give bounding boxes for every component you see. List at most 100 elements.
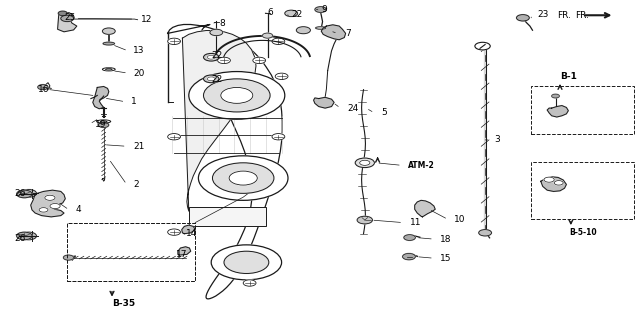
- Polygon shape: [321, 25, 346, 40]
- Circle shape: [272, 134, 285, 140]
- Polygon shape: [31, 190, 65, 217]
- Text: 6: 6: [268, 8, 273, 17]
- Text: 25: 25: [64, 13, 76, 22]
- Text: B-1: B-1: [560, 72, 577, 81]
- Circle shape: [50, 204, 60, 209]
- Text: 3: 3: [494, 135, 500, 144]
- Ellipse shape: [316, 27, 326, 29]
- Ellipse shape: [100, 121, 107, 122]
- Circle shape: [229, 171, 257, 185]
- Text: 26: 26: [14, 190, 26, 198]
- Text: FR.: FR.: [557, 11, 571, 20]
- Text: 16: 16: [38, 85, 50, 93]
- Circle shape: [315, 7, 326, 12]
- Text: 22: 22: [211, 75, 223, 84]
- Circle shape: [21, 190, 36, 197]
- Bar: [531, 86, 634, 134]
- Circle shape: [285, 10, 298, 17]
- Text: 20: 20: [133, 69, 145, 78]
- Circle shape: [58, 11, 67, 16]
- Circle shape: [360, 160, 370, 165]
- Text: 1: 1: [131, 97, 137, 106]
- Text: 12: 12: [141, 15, 152, 24]
- Polygon shape: [182, 31, 256, 211]
- Circle shape: [296, 27, 310, 34]
- Circle shape: [45, 195, 55, 200]
- Circle shape: [211, 245, 282, 280]
- Circle shape: [479, 230, 492, 236]
- Circle shape: [475, 42, 490, 50]
- Circle shape: [224, 251, 269, 273]
- Text: 14: 14: [186, 229, 197, 238]
- Circle shape: [17, 190, 32, 198]
- Circle shape: [262, 33, 273, 38]
- Circle shape: [516, 15, 529, 21]
- Circle shape: [210, 29, 223, 36]
- Text: 19: 19: [95, 120, 106, 128]
- Circle shape: [207, 55, 215, 59]
- Circle shape: [204, 75, 219, 83]
- Circle shape: [207, 77, 215, 81]
- Polygon shape: [314, 97, 334, 108]
- Text: FR.: FR.: [575, 11, 589, 20]
- Circle shape: [198, 156, 288, 200]
- Text: 4: 4: [76, 205, 81, 214]
- Text: 11: 11: [410, 218, 421, 227]
- Ellipse shape: [103, 42, 115, 45]
- Text: B-35: B-35: [112, 299, 135, 308]
- Circle shape: [357, 216, 372, 224]
- Circle shape: [17, 232, 32, 240]
- Circle shape: [21, 232, 36, 240]
- Circle shape: [189, 72, 285, 119]
- Circle shape: [355, 158, 374, 168]
- Circle shape: [38, 85, 48, 90]
- Circle shape: [253, 57, 266, 64]
- Text: 26: 26: [14, 234, 26, 243]
- Polygon shape: [93, 86, 109, 109]
- Circle shape: [204, 53, 219, 61]
- Text: 24: 24: [347, 104, 358, 113]
- Circle shape: [102, 28, 115, 34]
- Circle shape: [63, 255, 74, 260]
- Polygon shape: [182, 225, 195, 234]
- Text: 15: 15: [440, 254, 452, 263]
- Circle shape: [168, 38, 180, 45]
- Text: 7: 7: [346, 29, 351, 38]
- Circle shape: [552, 94, 559, 98]
- Ellipse shape: [97, 120, 111, 123]
- Polygon shape: [58, 13, 77, 32]
- Bar: [67, 223, 195, 281]
- Circle shape: [243, 280, 256, 286]
- Circle shape: [221, 87, 253, 103]
- Bar: [189, 207, 266, 226]
- Circle shape: [404, 235, 415, 240]
- Polygon shape: [168, 24, 282, 299]
- Text: 17: 17: [176, 250, 188, 259]
- Circle shape: [204, 79, 270, 112]
- Text: 9: 9: [321, 5, 327, 14]
- Circle shape: [544, 177, 554, 182]
- Polygon shape: [415, 200, 435, 217]
- Circle shape: [554, 181, 563, 185]
- Text: 22: 22: [291, 10, 303, 19]
- Text: 13: 13: [133, 46, 145, 55]
- Circle shape: [272, 38, 285, 45]
- Ellipse shape: [106, 68, 112, 70]
- Ellipse shape: [102, 68, 115, 71]
- Text: 2: 2: [133, 180, 139, 189]
- Circle shape: [218, 57, 230, 64]
- Circle shape: [39, 208, 48, 212]
- Polygon shape: [547, 106, 568, 117]
- Bar: [67, 223, 195, 281]
- Circle shape: [212, 163, 274, 193]
- Text: 21: 21: [133, 142, 145, 151]
- Text: ATM-2: ATM-2: [408, 161, 435, 170]
- Circle shape: [168, 229, 180, 235]
- Circle shape: [168, 134, 180, 140]
- Circle shape: [275, 73, 288, 80]
- Bar: [531, 162, 634, 219]
- Circle shape: [61, 15, 74, 22]
- Polygon shape: [178, 247, 191, 255]
- Circle shape: [99, 122, 109, 128]
- Circle shape: [403, 253, 415, 260]
